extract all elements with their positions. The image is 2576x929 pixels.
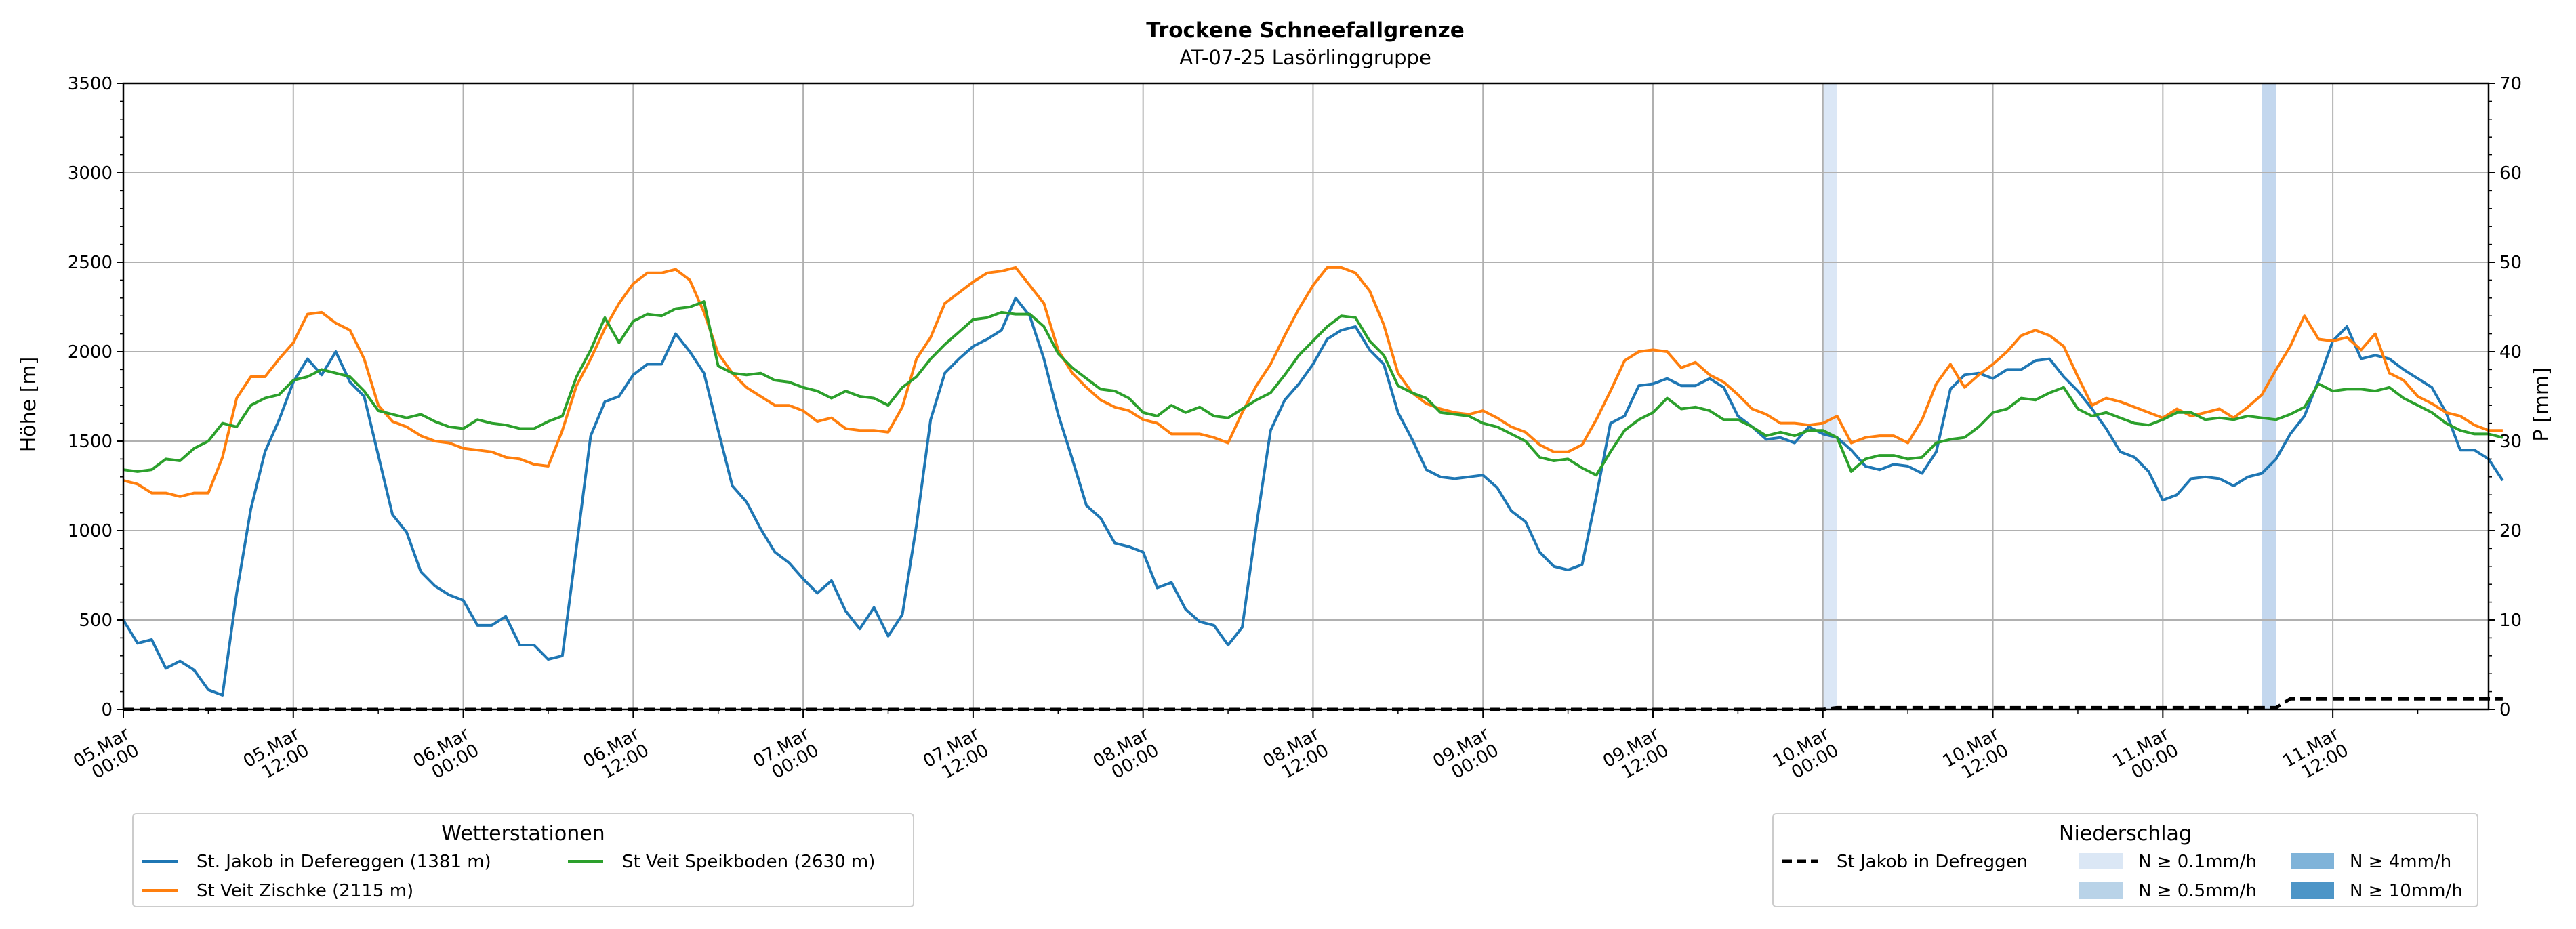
chart-title: Trockene Schneefallgrenze (1146, 18, 1465, 43)
y2-tick-label: 70 (2499, 74, 2522, 94)
legend-swatch-n05 (2079, 882, 2123, 899)
y-tick-label: 3500 (68, 74, 113, 94)
precip-bands (1822, 83, 2276, 709)
y2-tick-label: 60 (2499, 163, 2522, 184)
stations-legend-frame (132, 813, 914, 907)
precip-legend-title: Niederschlag (2059, 822, 2192, 846)
chart-subtitle: AT-07-25 Lasörlinggruppe (1179, 46, 1431, 69)
legend-label-zischke: St Veit Zischke (2115 m) (197, 881, 413, 901)
y-tick-label: 1500 (68, 432, 113, 452)
series-line-0 (122, 296, 2504, 697)
y2-axis-label: P [mm] (2530, 367, 2554, 441)
stations-legend: Wetterstationen St. Jakob in Defereggen … (132, 813, 914, 907)
y-tick-label: 3000 (68, 163, 113, 184)
precip-legend: Niederschlag St Jakob in Defreggen N ≥ 0… (1772, 813, 2478, 907)
y-tick-label: 2000 (68, 342, 113, 363)
series-line-2 (123, 300, 2503, 477)
y-tick-label: 1000 (68, 521, 113, 541)
legend-swatch-n10 (2291, 882, 2334, 899)
legend-label-speikboden: St Veit Speikboden (2630 m) (622, 852, 875, 872)
grid-lines (123, 83, 2489, 710)
series-line-1 (123, 266, 2503, 498)
y2-tick-label: 50 (2499, 253, 2522, 273)
y-tick-label: 2500 (68, 253, 113, 273)
y2-tick-label: 40 (2499, 342, 2522, 363)
y2-tick-label: 20 (2499, 521, 2522, 541)
y2-tick-label: 30 (2499, 432, 2522, 452)
precip-band-0 (1822, 83, 1837, 709)
y2-tick-label: 10 (2499, 611, 2522, 631)
legend-label-n01: N ≥ 0.1mm/h (2138, 852, 2257, 872)
axes: 0 500 1000 1500 2000 2500 3000 3500 0 10 20 30 40 50 6… (68, 74, 2522, 783)
stations-legend-title: Wetterstationen (441, 822, 605, 846)
legend-label-jakob: St. Jakob in Defereggen (1381 m) (197, 852, 491, 872)
legend-label-n4: N ≥ 4mm/h (2350, 852, 2451, 872)
legend-label-n05: N ≥ 0.5mm/h (2138, 881, 2257, 901)
legend-label-n10: N ≥ 10mm/h (2350, 881, 2463, 901)
legend-swatch-n4 (2291, 853, 2334, 869)
legend-swatch-n01 (2079, 853, 2123, 869)
legend-label-precip-line: St Jakob in Defreggen (1837, 852, 2028, 872)
plot-frame (122, 82, 2490, 711)
y2-tick-label: 0 (2499, 700, 2511, 720)
y-tick-label: 0 (101, 700, 113, 720)
precip-band-1 (2262, 83, 2276, 709)
y-axis-label: Höhe [m] (17, 357, 41, 453)
y-tick-label: 500 (79, 611, 113, 631)
